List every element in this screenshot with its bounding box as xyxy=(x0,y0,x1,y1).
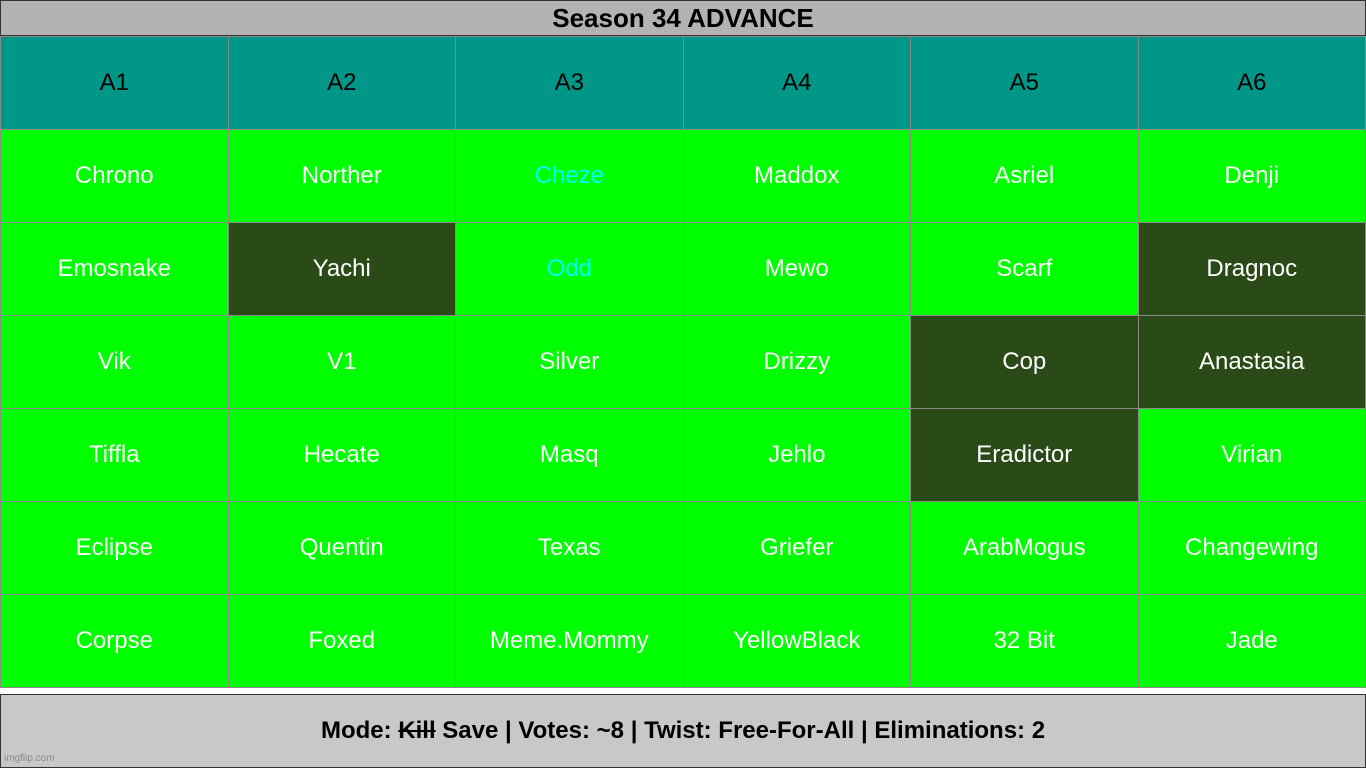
contestant-cell: Dragnoc xyxy=(1137,222,1366,316)
contestant-cell: Quentin xyxy=(227,501,456,595)
contestant-cell: Meme.Mommy xyxy=(455,594,684,688)
contestant-cell: V1 xyxy=(227,315,456,409)
contestant-cell: Yachi xyxy=(227,222,456,316)
mode-label: Mode: xyxy=(320,717,392,744)
contestant-cell: Cop xyxy=(910,315,1139,409)
contestant-cell: Denji xyxy=(1137,129,1366,223)
column-header: A2 xyxy=(227,36,456,130)
contestant-cell: Norther xyxy=(227,129,456,223)
contestant-cell: Foxed xyxy=(227,594,456,688)
table-row: Vik V1 Silver Drizzy Cop Anastasia xyxy=(0,315,1366,409)
contestant-cell: Anastasia xyxy=(1137,315,1366,409)
column-header-row: A1 A2 A3 A4 A5 A6 xyxy=(0,36,1366,130)
contestant-cell: Hecate xyxy=(227,408,456,502)
contestant-cell: Mewo xyxy=(682,222,911,316)
column-header: A1 xyxy=(0,36,229,130)
table-row: Emosnake Yachi Odd Mewo Scarf Dragnoc xyxy=(0,222,1366,316)
table-row: Chrono Norther Cheze Maddox Asriel Denji xyxy=(0,129,1366,223)
contestant-cell: Changewing xyxy=(1137,501,1366,595)
column-header: A4 xyxy=(682,36,911,130)
contestant-cell: Griefer xyxy=(682,501,911,595)
contestant-cell: Chrono xyxy=(0,129,229,223)
contestant-cell: Eclipse xyxy=(0,501,229,595)
contestant-cell: Asriel xyxy=(910,129,1139,223)
contestant-cell: Eradictor xyxy=(910,408,1139,502)
contestant-grid: A1 A2 A3 A4 A5 A6 Chrono Norther Cheze Maddox Asri… xyxy=(0,36,1366,688)
twist-text: | Twist: Free-For-All xyxy=(630,717,855,744)
contestant-cell: Maddox xyxy=(682,129,911,223)
contestant-cell: Tiffla xyxy=(0,408,229,502)
votes-text: | Votes: ~8 xyxy=(505,717,625,744)
contestant-cell: Scarf xyxy=(910,222,1139,316)
contestant-cell: Jade xyxy=(1137,594,1366,688)
mode-value: Save xyxy=(442,717,499,744)
contestant-cell: Masq xyxy=(455,408,684,502)
column-header: A3 xyxy=(455,36,684,130)
contestant-cell: ArabMogus xyxy=(910,501,1139,595)
contestant-cell: Vik xyxy=(0,315,229,409)
contestant-cell: Texas xyxy=(455,501,684,595)
contestant-cell: Silver xyxy=(455,315,684,409)
watermark: imgflip.com xyxy=(4,753,55,764)
eliminations-text: | Eliminations: 2 xyxy=(860,717,1046,744)
contestant-cell: Cheze xyxy=(455,129,684,223)
contestant-cell: Corpse xyxy=(0,594,229,688)
table-row: Tiffla Hecate Masq Jehlo Eradictor Virian xyxy=(0,408,1366,502)
contestant-cell: YellowBlack xyxy=(682,594,911,688)
status-footer: Mode: Kill Save | Votes: ~8 | Twist: Fre… xyxy=(0,694,1366,768)
column-header: A6 xyxy=(1137,36,1366,130)
mode-struck: Kill xyxy=(398,717,436,744)
table-row: Corpse Foxed Meme.Mommy YellowBlack 32 Bit Ja… xyxy=(0,594,1366,688)
contestant-cell: Odd xyxy=(455,222,684,316)
column-header: A5 xyxy=(910,36,1139,130)
contestant-cell: Drizzy xyxy=(682,315,911,409)
contestant-cell: Jehlo xyxy=(682,408,911,502)
contestant-cell: Virian xyxy=(1137,408,1366,502)
contestant-cell: 32 Bit xyxy=(910,594,1139,688)
table-row: Eclipse Quentin Texas Griefer ArabMogus Chang… xyxy=(0,501,1366,595)
page-title: Season 34 ADVANCE xyxy=(0,0,1366,36)
contestant-cell: Emosnake xyxy=(0,222,229,316)
